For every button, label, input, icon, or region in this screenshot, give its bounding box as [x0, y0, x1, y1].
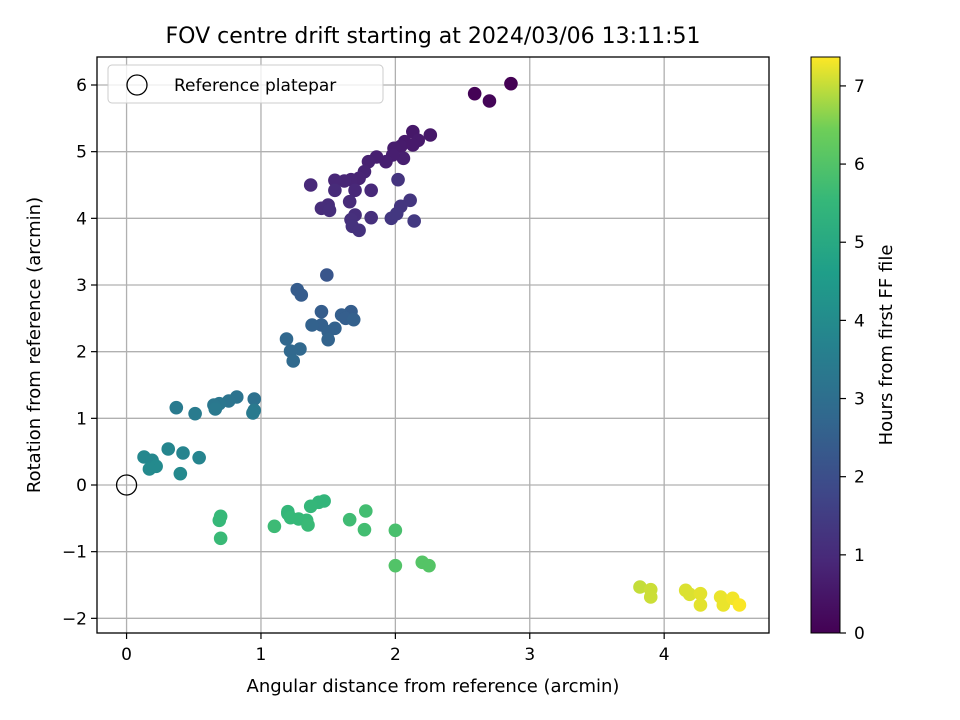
scatter-point	[267, 519, 282, 534]
scatter-point	[246, 406, 260, 420]
colorbar-ticks: 0 1 2 3 4 5 6 7	[840, 77, 865, 644]
scatter-point	[213, 531, 228, 546]
scatter-point	[176, 446, 190, 460]
scatter-point	[396, 151, 411, 166]
scatter-points	[137, 76, 747, 612]
scatter-point	[303, 178, 318, 192]
y-tick-label: −1	[62, 543, 87, 563]
scatter-point	[279, 332, 294, 346]
scatter-point	[328, 183, 342, 198]
colorbar: 0 1 2 3 4 5 6 7 Hours from first FF file	[810, 56, 897, 644]
colorbar-tick-label: 0	[854, 624, 865, 644]
chart-title: FOV centre drift starting at 2024/03/06 …	[166, 24, 701, 49]
scatter-point	[192, 450, 206, 465]
y-tick-label: 3	[76, 276, 87, 296]
legend-label-reference: Reference platepar	[174, 76, 336, 96]
plot-frame	[96, 56, 770, 634]
legend: Reference platepar	[107, 64, 384, 104]
scatter-point	[732, 598, 747, 612]
scatter-point	[321, 332, 335, 347]
y-tick-label: 1	[76, 409, 87, 429]
scatter-point	[391, 172, 405, 187]
scatter-point	[286, 354, 301, 368]
scatter-point	[314, 304, 329, 319]
colorbar-label: Hours from first FF file	[876, 245, 897, 446]
scatter-point	[423, 128, 438, 142]
scatter-point	[305, 318, 319, 332]
scatter-point	[633, 580, 647, 594]
scatter-point	[322, 203, 337, 218]
scatter-point	[364, 183, 378, 198]
scatter-point	[342, 512, 357, 527]
y-tick-label: 5	[76, 143, 87, 163]
scatter-point	[328, 173, 342, 188]
colorbar-tick-label: 3	[854, 390, 865, 410]
scatter-point	[716, 598, 731, 612]
colorbar-tick-label: 6	[854, 155, 865, 175]
grid-lines	[97, 57, 769, 633]
scatter-point	[320, 268, 334, 282]
x-tick-label: 1	[256, 645, 267, 665]
scatter-point	[643, 590, 658, 604]
x-tick-label: 4	[659, 645, 670, 665]
scatter-point	[348, 183, 362, 198]
scatter-point	[406, 138, 420, 152]
colorbar-gradient	[810, 56, 841, 634]
scatter-point	[352, 223, 366, 238]
scatter-point	[388, 558, 403, 573]
scatter-point	[342, 194, 357, 209]
x-axis-ticks: 0 1 2 3 4	[121, 633, 670, 665]
y-tick-label: 4	[76, 209, 87, 229]
scatter-point	[173, 466, 188, 481]
x-tick-label: 3	[524, 645, 535, 665]
scatter-point	[422, 558, 436, 573]
x-tick-label: 2	[390, 645, 401, 665]
scatter-point	[346, 312, 361, 327]
x-axis-label: Angular distance from reference (arcmin)	[247, 676, 620, 697]
scatter-point	[504, 76, 518, 91]
scatter-point	[212, 513, 227, 528]
scatter-point	[359, 504, 373, 518]
legend-box	[107, 64, 384, 104]
scatter-point	[303, 499, 318, 514]
scatter-point	[294, 288, 309, 302]
y-axis-label: Rotation from reference (arcmin)	[24, 197, 45, 493]
scatter-point	[357, 522, 372, 537]
legend-marker-reference	[126, 74, 148, 96]
scatter-point	[693, 598, 708, 612]
scatter-point	[247, 392, 262, 406]
y-axis-ticks: −2 −1 0 1 2 3 4 5 6	[62, 76, 97, 629]
scatter-point	[169, 400, 184, 415]
scatter-point	[389, 206, 404, 221]
y-tick-label: 2	[76, 343, 87, 363]
reference-marker	[115, 474, 138, 496]
colorbar-tick-label: 1	[854, 546, 865, 566]
scatter-point	[208, 402, 223, 416]
colorbar-tick-label: 7	[854, 77, 865, 97]
scatter-point	[388, 523, 403, 538]
colorbar-tick-label: 4	[854, 311, 865, 331]
scatter-point	[407, 214, 421, 228]
scatter-point	[301, 518, 315, 532]
scatter-point	[693, 586, 708, 601]
y-tick-label: 6	[76, 76, 87, 96]
scatter-point	[188, 406, 202, 421]
colorbar-tick-label: 5	[854, 233, 865, 253]
scatter-point	[161, 442, 176, 456]
scatter-point	[467, 86, 482, 101]
y-tick-label: 0	[76, 476, 87, 496]
scatter-point	[364, 210, 378, 225]
reference-platepar-point	[115, 474, 138, 496]
scatter-point	[142, 462, 157, 476]
x-tick-label: 0	[121, 645, 132, 665]
scatter-point	[482, 94, 497, 108]
y-tick-label: −2	[62, 609, 87, 629]
colorbar-tick-label: 2	[854, 468, 865, 488]
scatter-point	[682, 587, 697, 602]
